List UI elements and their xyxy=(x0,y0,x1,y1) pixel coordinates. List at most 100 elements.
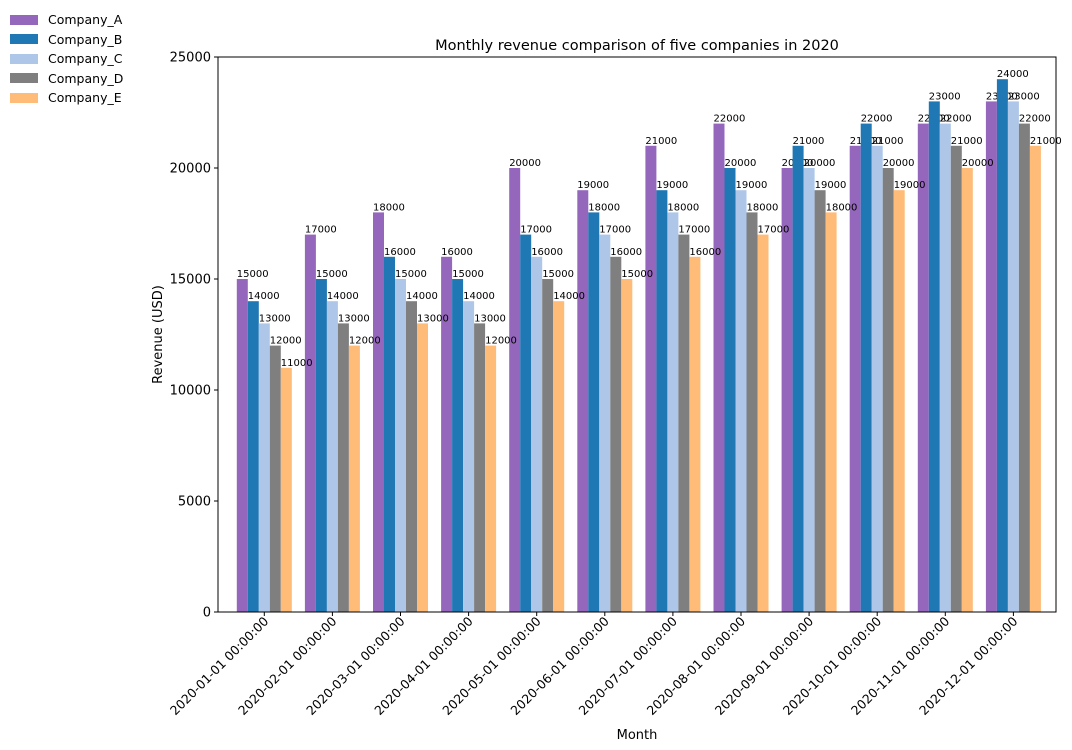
y-tick-label: 15000 xyxy=(170,273,211,288)
bar xyxy=(280,367,292,612)
bar xyxy=(577,190,589,612)
legend-item: Company_A xyxy=(10,10,123,30)
y-axis-label: Revenue (USD) xyxy=(151,285,166,384)
bar-value-label: 21000 xyxy=(793,136,825,147)
bar xyxy=(395,279,406,612)
bar xyxy=(825,212,837,612)
bar-value-label: 17000 xyxy=(305,225,337,236)
bar xyxy=(509,168,521,612)
legend-swatch xyxy=(10,14,38,25)
bar xyxy=(996,79,1008,612)
bar-value-label: 15000 xyxy=(621,269,653,280)
legend-label: Company_B xyxy=(48,31,123,47)
bar xyxy=(542,279,554,612)
legend-item: Company_B xyxy=(10,30,123,50)
bar xyxy=(746,212,758,612)
bar-value-label: 17000 xyxy=(520,225,552,236)
bar-value-label: 16000 xyxy=(531,247,563,258)
bar xyxy=(326,301,338,612)
bar xyxy=(337,323,349,612)
bar xyxy=(917,123,929,612)
bar-value-label: 22000 xyxy=(1019,114,1051,125)
bar-value-label: 11000 xyxy=(281,358,313,369)
bar xyxy=(860,123,872,612)
bar xyxy=(621,279,633,612)
y-tick-label: 20000 xyxy=(170,162,211,177)
legend-label: Company_E xyxy=(48,90,122,106)
bar-value-label: 16000 xyxy=(689,247,721,258)
bar-value-label: 15000 xyxy=(452,269,484,280)
bar xyxy=(236,279,248,612)
bar-value-label: 18000 xyxy=(667,202,699,213)
legend-label: Company_C xyxy=(48,51,123,67)
bar xyxy=(961,168,973,612)
bar-value-label: 13000 xyxy=(338,313,370,324)
bar-value-label: 24000 xyxy=(997,69,1029,80)
legend-swatch xyxy=(10,73,38,84)
bar xyxy=(463,301,475,612)
bar xyxy=(939,123,951,612)
bar xyxy=(893,190,905,612)
bar xyxy=(985,101,997,613)
bar xyxy=(871,145,883,613)
x-axis-label: Month xyxy=(617,728,658,743)
bar xyxy=(735,190,747,612)
y-tick-label: 5000 xyxy=(178,495,211,510)
bar xyxy=(474,323,486,612)
bar xyxy=(258,323,270,612)
bar-value-label: 12000 xyxy=(270,336,302,347)
bar-value-label: 19000 xyxy=(656,180,688,191)
y-tick-label: 25000 xyxy=(170,51,211,66)
bar xyxy=(599,234,611,612)
bar xyxy=(792,145,804,613)
bar-value-label: 15000 xyxy=(237,269,269,280)
bar-value-label: 15000 xyxy=(316,269,348,280)
legend-item: Company_C xyxy=(10,49,123,69)
bar-value-label: 16000 xyxy=(610,247,642,258)
bar-value-label: 17000 xyxy=(758,225,790,236)
bar xyxy=(1029,145,1041,613)
legend-swatch xyxy=(10,92,38,103)
bar-value-label: 21000 xyxy=(1030,136,1062,147)
bar xyxy=(520,234,532,612)
bar-value-label: 20000 xyxy=(804,158,836,169)
bar xyxy=(656,190,668,612)
bar xyxy=(689,256,701,612)
bar xyxy=(269,345,281,612)
bar-value-label: 13000 xyxy=(259,313,291,324)
bar-value-label: 16000 xyxy=(441,247,473,258)
bar-value-label: 12000 xyxy=(349,336,381,347)
bar xyxy=(757,234,769,612)
bar xyxy=(406,301,417,612)
bar xyxy=(849,145,861,613)
bar-value-label: 20000 xyxy=(962,158,994,169)
bar-value-label: 23000 xyxy=(1008,91,1040,102)
bar xyxy=(553,301,565,612)
bar-value-label: 23000 xyxy=(929,91,961,102)
bar-value-label: 19000 xyxy=(894,180,926,191)
bar-value-label: 19000 xyxy=(815,180,847,191)
bar xyxy=(373,212,384,612)
bar-value-label: 17000 xyxy=(599,225,631,236)
bar xyxy=(304,234,316,612)
y-tick-label: 0 xyxy=(203,606,211,621)
bar xyxy=(814,190,826,612)
bar-value-label: 21000 xyxy=(645,136,677,147)
bar-value-label: 14000 xyxy=(327,291,359,302)
bar-value-label: 19000 xyxy=(736,180,768,191)
bar-value-label: 16000 xyxy=(384,247,416,258)
bar-value-label: 22000 xyxy=(714,114,746,125)
legend-item: Company_D xyxy=(10,69,123,89)
bar xyxy=(588,212,600,612)
bar-value-label: 20000 xyxy=(883,158,915,169)
bar-value-label: 19000 xyxy=(577,180,609,191)
bar-value-label: 15000 xyxy=(395,269,427,280)
bar-value-label: 14000 xyxy=(553,291,585,302)
legend-label: Company_D xyxy=(48,70,124,86)
bar-value-label: 17000 xyxy=(678,225,710,236)
bar xyxy=(1018,123,1030,612)
bar-value-label: 12000 xyxy=(485,336,517,347)
bar xyxy=(531,256,543,612)
legend-swatch xyxy=(10,34,38,45)
bar-value-label: 18000 xyxy=(826,202,858,213)
